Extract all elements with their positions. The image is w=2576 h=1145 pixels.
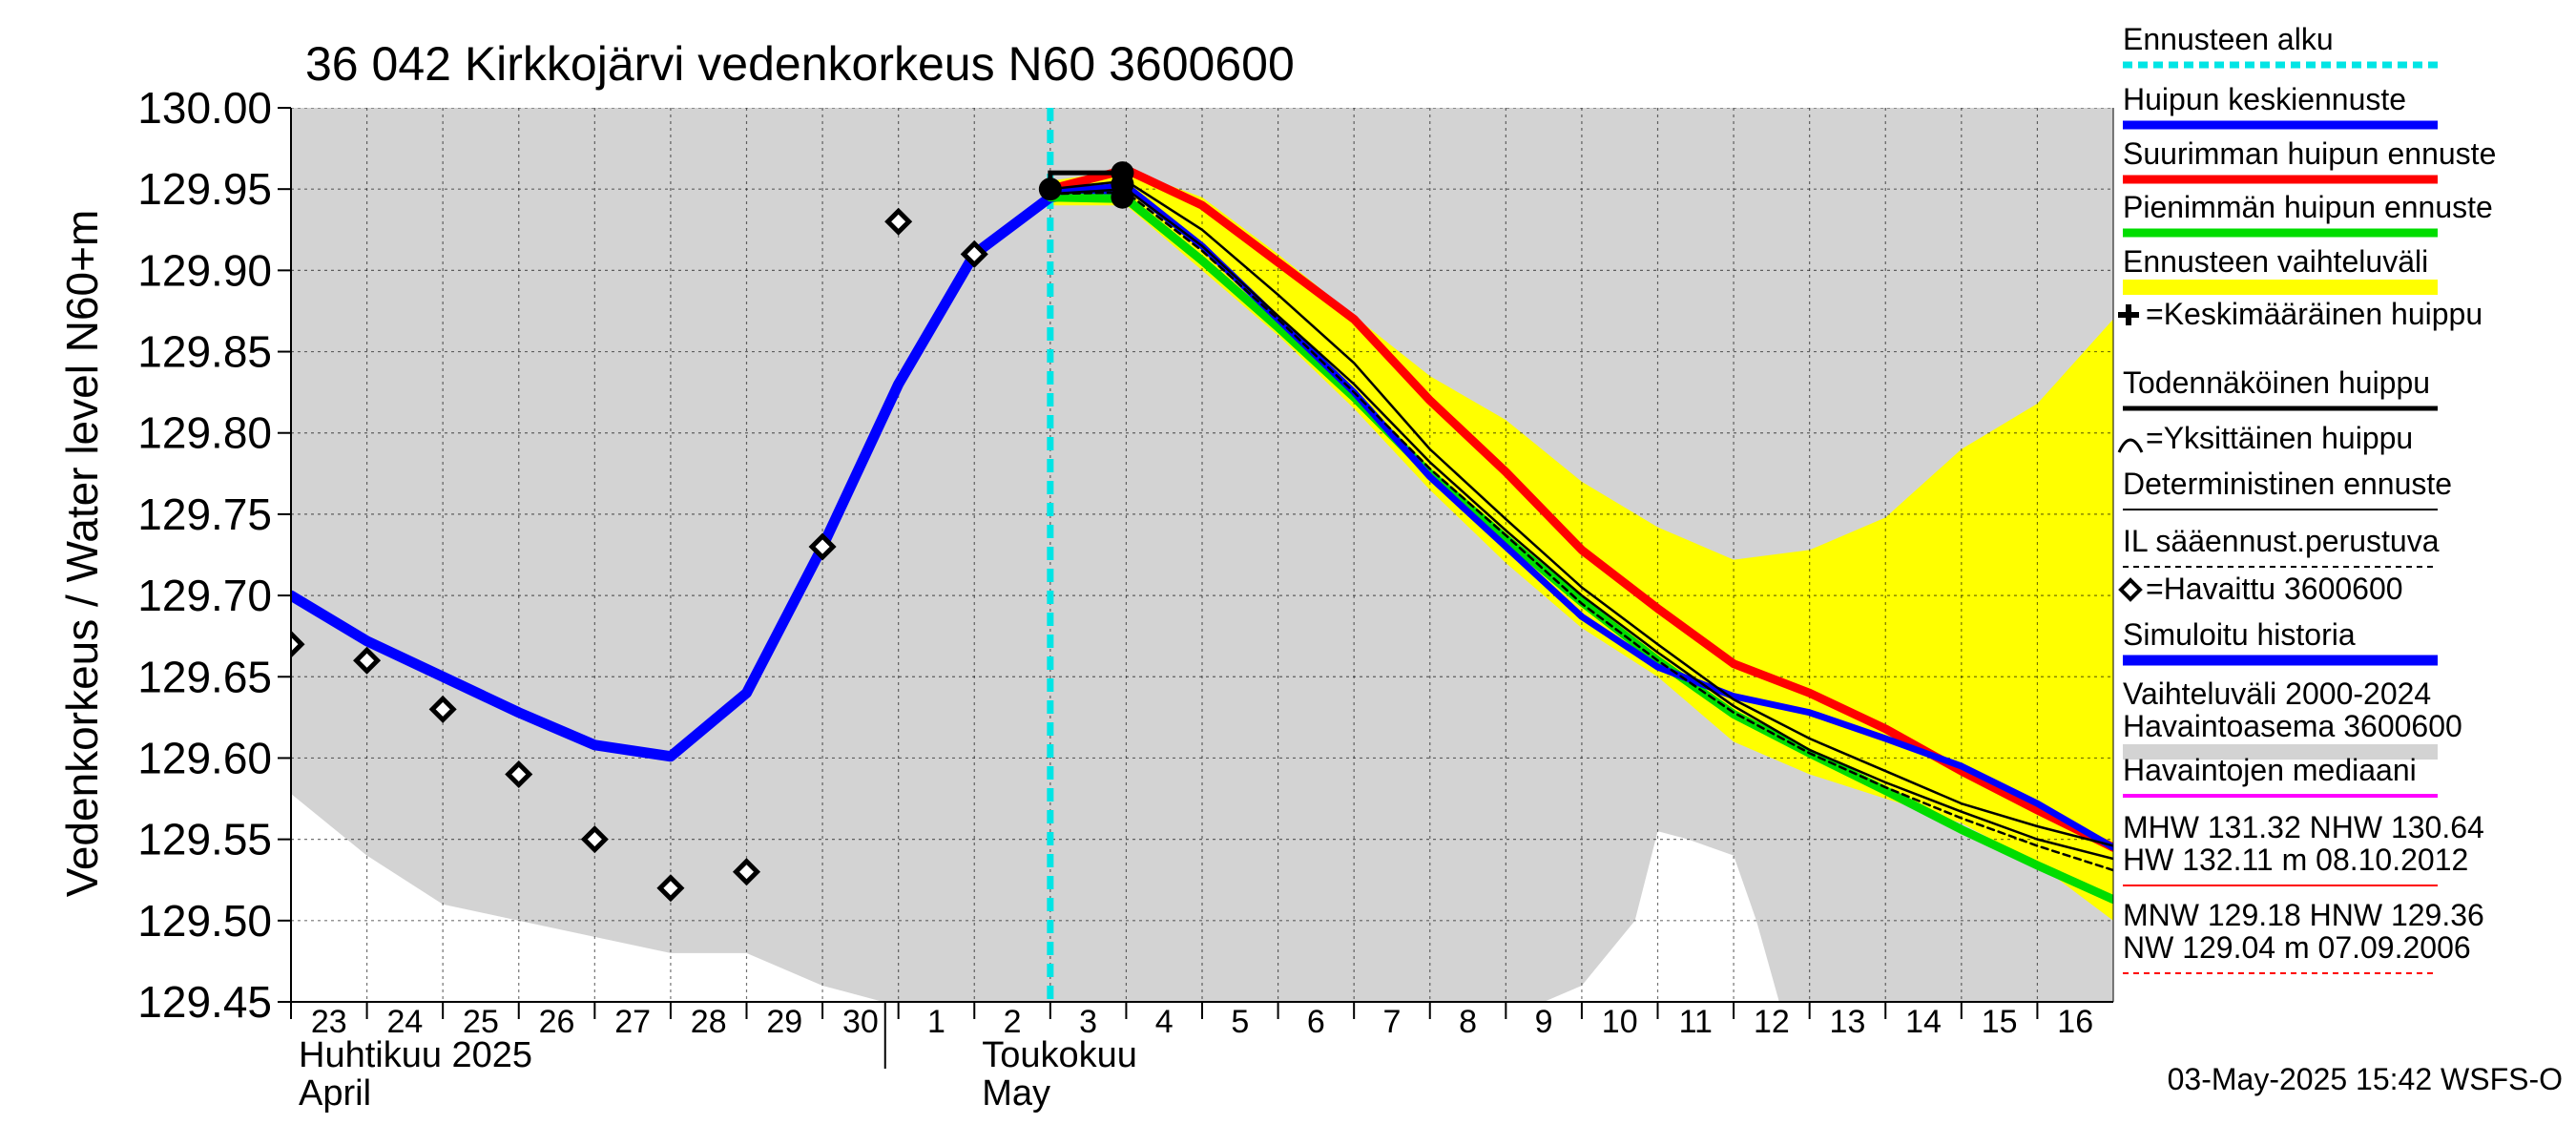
month-label-en: May (982, 1073, 1050, 1114)
legend-label: Todennäköinen huippu (2123, 365, 2430, 400)
x-tick-label: 6 (1307, 1004, 1325, 1040)
month-label-fi: Toukokuu (982, 1035, 1137, 1075)
legend: Ennusteen alku Huipun keskiennuste Suurimm… (2117, 22, 2496, 974)
x-tick-label: 16 (2057, 1004, 2093, 1040)
timestamp-footer: 03-May-2025 15:42 WSFS-O (2168, 1062, 2563, 1096)
legend-label: Havaintoasema 3600600 (2123, 709, 2462, 743)
chart-title: 36 042 Kirkkojärvi vedenkorkeus N60 3600… (305, 37, 1295, 91)
legend-label: Ennusteen vaihteluväli (2123, 244, 2428, 279)
y-tick-label: 129.85 (137, 327, 272, 377)
x-tick-label: 14 (1905, 1004, 1942, 1040)
observed-point (656, 874, 685, 903)
series-line (1049, 191, 2113, 872)
x-tick-label: 2 (1004, 1004, 1022, 1040)
legend-label: Suurimman huipun ennuste (2123, 136, 2496, 171)
observed-point (428, 695, 457, 723)
y-tick-label: 130.00 (137, 83, 272, 133)
observed-point (291, 630, 305, 658)
observed-point (884, 207, 913, 236)
x-tick-label: 12 (1754, 1004, 1790, 1040)
x-tick-label: 8 (1459, 1004, 1477, 1040)
x-tick-label: 26 (539, 1004, 575, 1040)
legend-label: Pienimmän huipun ennuste (2123, 190, 2493, 224)
observed-point (808, 532, 837, 561)
y-tick-label: 129.75 (137, 489, 272, 539)
legend-label: =Keskimääräinen huippu (2146, 297, 2483, 331)
x-tick-label: 10 (1602, 1004, 1638, 1040)
y-tick-label: 129.50 (137, 896, 272, 946)
legend-label: Vaihteluväli 2000-2024 (2123, 677, 2431, 711)
month-label-en: April (299, 1073, 371, 1114)
series-line (1046, 193, 2113, 905)
y-tick-label: 129.55 (137, 815, 272, 864)
x-tick-label: 4 (1155, 1004, 1174, 1040)
y-tick-label: 129.95 (137, 164, 272, 214)
legend-label: IL sääennust.perustuva (2123, 524, 2440, 558)
x-tick-label: 15 (1982, 1004, 2018, 1040)
legend-plus-icon (2118, 304, 2139, 325)
series-line (1049, 187, 2113, 861)
x-tick-label: 3 (1079, 1004, 1097, 1040)
legend-swatch-band (2123, 744, 2438, 760)
series-line (291, 183, 1132, 762)
x-tick-label: 23 (311, 1004, 347, 1040)
y-tick-label: 129.45 (137, 977, 272, 1027)
x-tick-label: 30 (842, 1004, 879, 1040)
y-axis-label: Vedenkorkeus / Water level N60+m (57, 210, 107, 898)
legend-label: Havaintojen mediaani (2123, 753, 2417, 787)
x-tick-label: 9 (1535, 1004, 1553, 1040)
legend-swatch-band (2123, 280, 2438, 295)
y-tick-label: 129.65 (137, 652, 272, 701)
x-tick-label: 5 (1231, 1004, 1249, 1040)
plot-area (290, 108, 2114, 1003)
y-tick-label: 129.70 (137, 571, 272, 620)
legend-label: HW 132.11 m 08.10.2012 (2123, 843, 2468, 877)
x-tick-label: 25 (463, 1004, 499, 1040)
y-tick-label: 129.60 (137, 733, 272, 782)
x-tick-label: 13 (1830, 1004, 1866, 1040)
series-line (1049, 179, 2113, 847)
observed-point (580, 825, 609, 854)
x-tick-label: 29 (766, 1004, 802, 1040)
observed-point (505, 760, 533, 789)
legend-label: NW 129.04 m 07.09.2006 (2123, 930, 2471, 965)
legend-label: Ennusteen alku (2123, 22, 2334, 56)
peak-marker (1038, 177, 1062, 201)
x-tick-label: 27 (614, 1004, 651, 1040)
observed-point (960, 239, 988, 268)
legend-label: MNW 129.18 HNW 129.36 (2123, 898, 2484, 932)
legend-label: Deterministinen ennuste (2123, 467, 2452, 501)
month-label-fi: Huhtikuu 2025 (299, 1035, 532, 1075)
x-tick-label: 28 (691, 1004, 727, 1040)
y-tick-label: 129.90 (137, 245, 272, 295)
legend-label: =Havaittu 3600600 (2146, 572, 2403, 606)
x-tick-label: 1 (927, 1004, 945, 1040)
y-tick-label: 129.80 (137, 408, 272, 458)
peak-marker (1111, 185, 1134, 209)
legend-label: Huipun keskiennuste (2123, 82, 2406, 116)
x-tick-label: 7 (1382, 1004, 1401, 1040)
observed-point (732, 858, 761, 886)
legend-label: Simuloitu historia (2123, 617, 2356, 652)
legend-diamond-icon (2118, 577, 2143, 602)
legend-label: MHW 131.32 NHW 130.64 (2123, 810, 2484, 844)
observed-point (353, 646, 382, 675)
legend-label: =Yksittäinen huippu (2146, 421, 2413, 455)
y-axis: 130.00 129.95 129.90 129.85 129.80 129.75 129.… (137, 83, 291, 1027)
plot-clip-group (291, 108, 2113, 1002)
legend-arc-icon (2117, 438, 2144, 453)
x-axis: 23 24 25 26 27 28 29 30 1 2 3 4 5 6 7 8 9 10 11 12 13 14 15 16H… (290, 1002, 2093, 1114)
x-tick-label: 11 (1679, 1004, 1713, 1040)
x-tick-label: 24 (386, 1004, 423, 1040)
